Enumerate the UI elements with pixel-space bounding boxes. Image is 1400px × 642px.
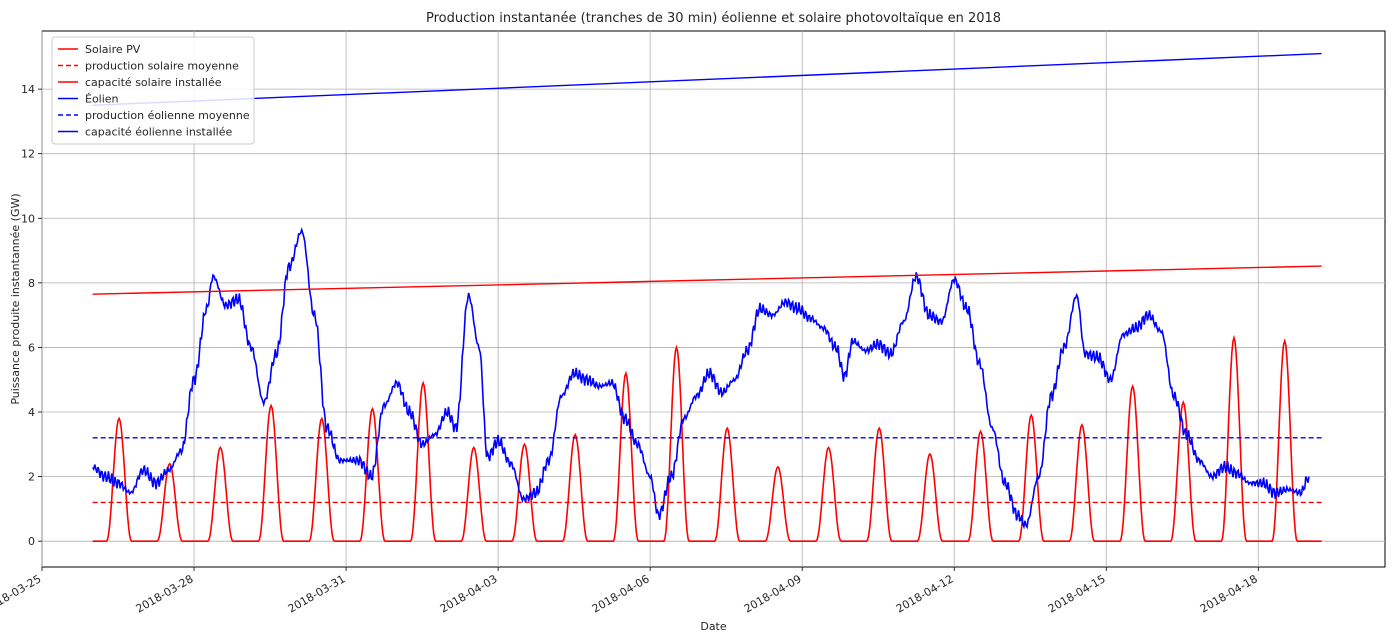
y-tick-label: 0 bbox=[28, 535, 35, 548]
y-tick-label: 8 bbox=[28, 277, 35, 290]
legend-entry: production solaire moyenne bbox=[85, 60, 239, 73]
legend-entry: capacité éolienne installée bbox=[85, 126, 232, 139]
x-tick-label: 2018-03-25 bbox=[0, 572, 43, 615]
y-tick-label: 14 bbox=[21, 83, 35, 96]
y-tick-label: 2 bbox=[28, 471, 35, 484]
legend: Solaire PV production solaire moyenne capa… bbox=[51, 36, 255, 145]
legend-entry: Solaire PV bbox=[85, 43, 141, 56]
legend-entry: capacité solaire installée bbox=[85, 76, 222, 89]
y-tick-label: 12 bbox=[21, 148, 35, 161]
plot-frame bbox=[41, 30, 1386, 568]
series-solaire-pv bbox=[92, 334, 1322, 542]
x-tick-label: 2018-04-06 bbox=[590, 572, 652, 615]
chart-title: Production instantanée (tranches de 30 m… bbox=[426, 11, 1001, 26]
legend-entry: Éolien bbox=[85, 93, 119, 106]
y-axis-label: Puissance produite instantannée (GW) bbox=[9, 193, 22, 404]
x-tick-label: 2018-04-15 bbox=[1046, 572, 1108, 615]
x-tick-label: 2018-03-28 bbox=[134, 572, 196, 615]
y-tick-label: 4 bbox=[28, 406, 35, 419]
x-tick-label: 2018-04-09 bbox=[742, 572, 804, 615]
x-tick-label: 2018-04-18 bbox=[1198, 572, 1260, 615]
series-capacite-solaire-installee bbox=[92, 265, 1322, 295]
legend-entry: production éolienne moyenne bbox=[85, 109, 250, 122]
x-tick-label: 2018-03-31 bbox=[286, 572, 348, 615]
x-axis-label: Date bbox=[700, 620, 727, 633]
series-eolien bbox=[92, 226, 1310, 530]
y-tick-label: 6 bbox=[28, 341, 35, 354]
x-tick-label: 2018-04-12 bbox=[894, 572, 956, 615]
y-tick-label: 10 bbox=[21, 212, 35, 225]
series-lines bbox=[92, 52, 1322, 542]
plot-background bbox=[41, 30, 1386, 568]
series-capacite-eolienne-installee bbox=[92, 52, 1322, 106]
legend-box bbox=[51, 36, 255, 145]
x-tick-label: 2018-04-03 bbox=[438, 572, 500, 615]
